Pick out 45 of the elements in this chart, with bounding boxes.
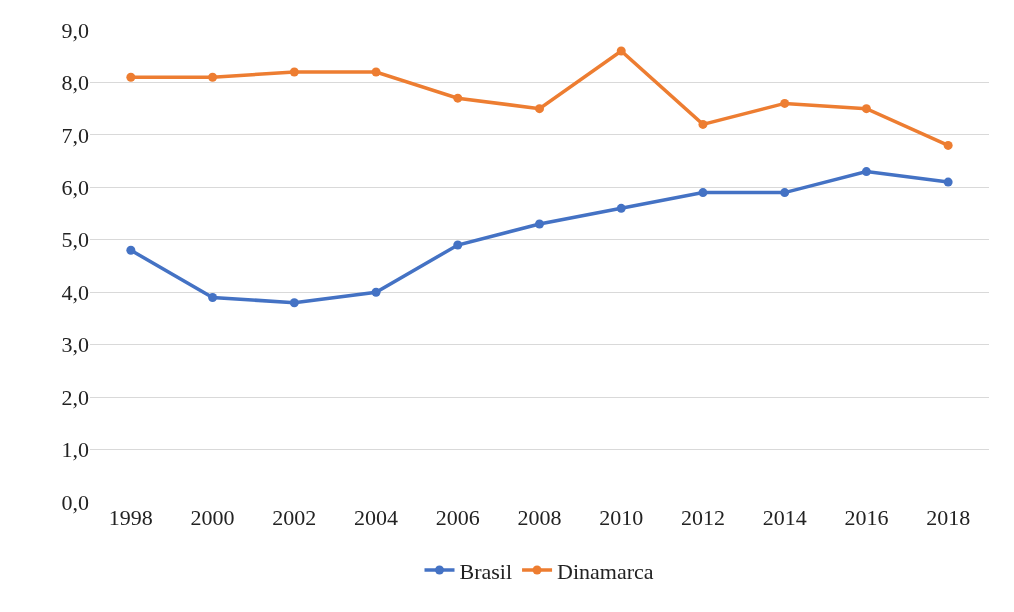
x-tick-label: 1998 [108, 505, 153, 530]
x-tick-label: 2014 [762, 505, 807, 530]
x-tick-label: 2010 [599, 505, 644, 530]
point [208, 72, 218, 82]
point [943, 177, 953, 187]
point [289, 298, 299, 308]
x-tick-label: 2016 [844, 505, 889, 530]
point [616, 46, 626, 56]
x-tick-label: 2004 [354, 505, 399, 530]
y-tick-label: 8,0 [61, 70, 89, 96]
y-tick-label: 1,0 [61, 437, 89, 463]
y-tick-label: 6,0 [61, 175, 89, 201]
x-tick-label: 2000 [190, 505, 235, 530]
point [861, 104, 871, 114]
point [371, 67, 381, 77]
y-tick-label: 0,0 [61, 489, 89, 515]
point [535, 104, 544, 114]
point [453, 93, 463, 103]
x-tick-label: 2002 [272, 505, 317, 530]
point [698, 188, 708, 198]
x-tick-label: 2012 [680, 505, 725, 530]
x-tick-label: 2008 [517, 505, 562, 530]
legend-label: Dinamarca [557, 558, 654, 584]
point [861, 167, 871, 177]
x-tick-label: 2018 [926, 505, 971, 530]
y-tick-label: 4,0 [61, 279, 89, 305]
point [289, 67, 299, 77]
y-tick-label: 5,0 [61, 227, 89, 253]
point [780, 98, 790, 108]
y-tick-label: 7,0 [61, 122, 89, 148]
point [453, 240, 463, 250]
point [126, 72, 136, 82]
point [208, 292, 218, 302]
y-tick-label: 2,0 [61, 384, 89, 410]
point [780, 188, 790, 198]
point [943, 140, 953, 150]
x-tick-label: 2006 [435, 505, 480, 530]
point [535, 219, 544, 229]
y-tick-label: 3,0 [61, 332, 89, 358]
point [698, 119, 708, 129]
legend-label: Brasil [459, 558, 513, 584]
y-tick-label: 9,0 [61, 17, 89, 43]
point [126, 245, 136, 255]
point [371, 287, 381, 297]
point [616, 203, 626, 213]
